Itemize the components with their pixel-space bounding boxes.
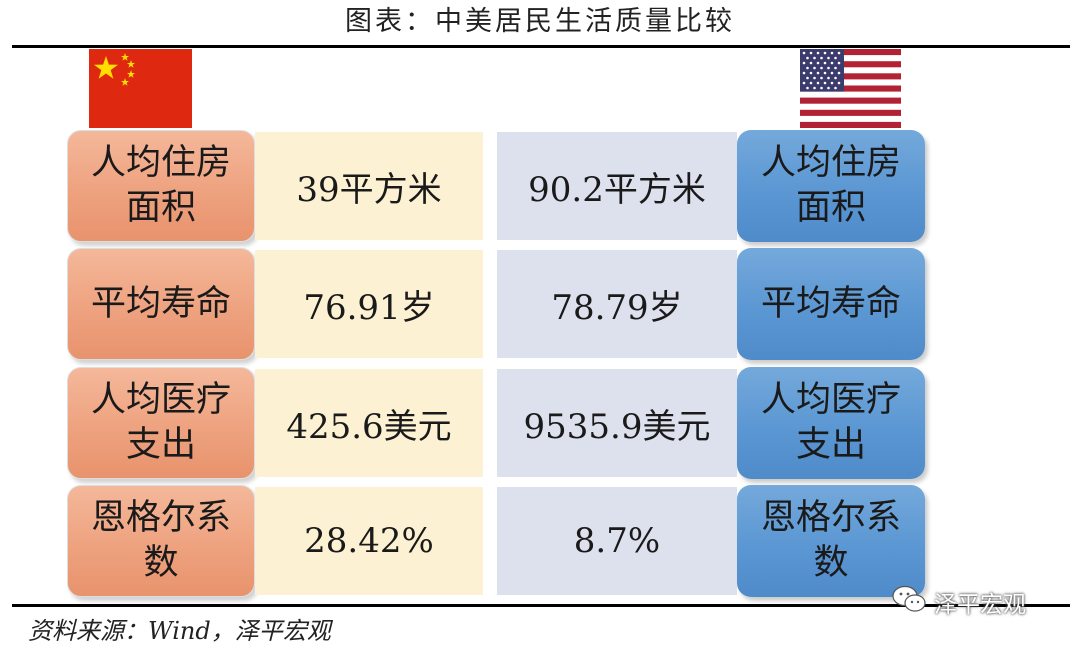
china-value-medical: 425.6美元 — [255, 369, 483, 477]
us-value-medical: 9535.9美元 — [497, 369, 737, 477]
us-value-housing: 90.2平方米 — [497, 132, 737, 240]
watermark: 泽平宏观 — [892, 585, 1026, 619]
wechat-icon — [892, 585, 926, 619]
page-title: 图表：中美居民生活质量比较 — [345, 6, 735, 37]
china-flag — [89, 49, 192, 128]
china-label-lifespan: 平均寿命 — [67, 248, 255, 360]
us-value-lifespan: 78.79岁 — [497, 250, 737, 358]
source-note: 资料来源：Wind，泽平宏观 — [28, 617, 331, 645]
china-value-lifespan: 76.91岁 — [255, 250, 483, 358]
us-label-housing: 人均住房面积 — [737, 130, 925, 242]
us-label-medical: 人均医疗支出 — [737, 367, 925, 479]
watermark-text: 泽平宏观 — [934, 592, 1026, 618]
us-label-lifespan: 平均寿命 — [737, 248, 925, 360]
china-value-engel: 28.42% — [255, 487, 483, 595]
china-label-medical: 人均医疗支出 — [67, 367, 255, 479]
top-rule — [12, 45, 1070, 48]
us-label-engel: 恩格尔系数 — [737, 485, 925, 597]
china-label-housing: 人均住房面积 — [67, 130, 255, 242]
us-value-engel: 8.7% — [497, 487, 737, 595]
china-value-housing: 39平方米 — [255, 132, 483, 240]
bottom-rule — [12, 604, 1070, 607]
china-label-engel: 恩格尔系数 — [67, 485, 255, 597]
us-flag — [800, 49, 901, 128]
